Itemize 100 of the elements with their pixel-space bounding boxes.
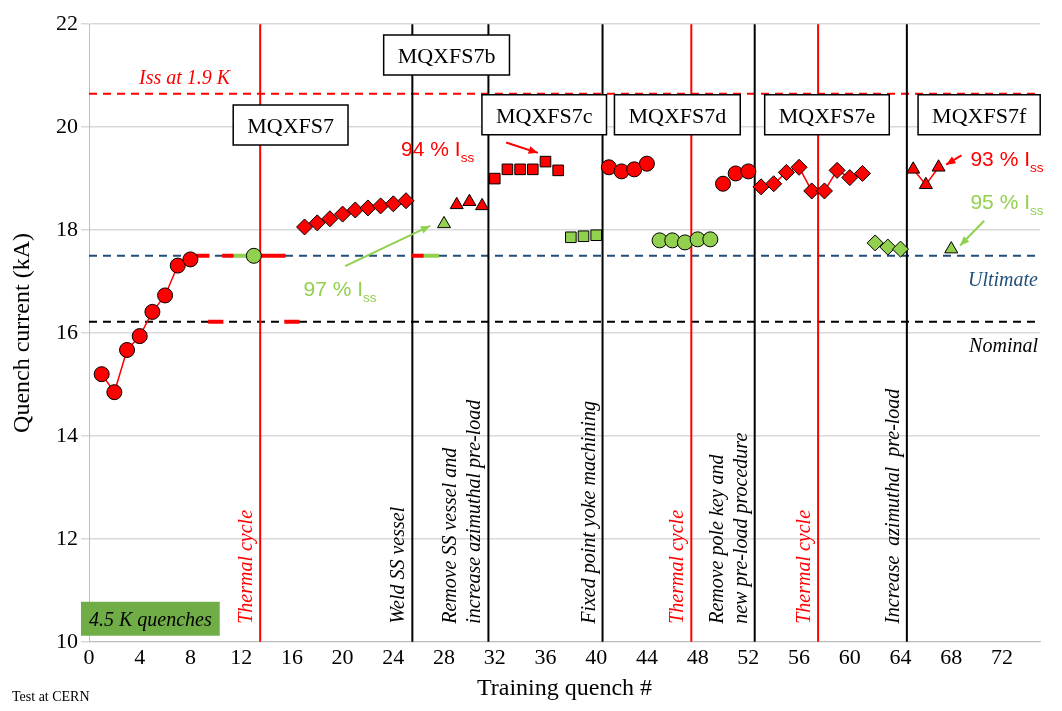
point	[727, 165, 744, 182]
ref-line-label: Ultimate	[968, 267, 1039, 290]
y-tick-label: 14	[56, 421, 78, 447]
point	[384, 195, 402, 213]
point	[715, 175, 731, 192]
annotation: MQXFS7c	[495, 102, 593, 128]
point	[119, 341, 136, 358]
ref-line-label: Weld SS vessel	[386, 506, 409, 624]
y-tick-label: 22	[56, 9, 78, 35]
ref-line-label: Remove pole key and new pre-load procedure	[704, 432, 752, 625]
point	[169, 257, 186, 274]
point	[552, 164, 564, 177]
x-tick-label: 16	[280, 643, 303, 669]
point	[372, 197, 390, 215]
x-tick-label: 8	[184, 643, 196, 669]
point	[397, 192, 415, 210]
y-tick-label: 16	[56, 318, 78, 344]
annotation: MQXFS7e	[778, 102, 876, 128]
point	[815, 182, 833, 200]
point	[590, 229, 602, 242]
text: Test at CERN	[12, 689, 90, 704]
point	[334, 205, 352, 223]
point	[740, 163, 757, 180]
annotation: MQXFS7	[247, 113, 335, 139]
point	[765, 175, 783, 193]
point	[944, 241, 959, 254]
point	[106, 384, 123, 401]
ref-line-label: Iss at 1.9 K	[138, 65, 232, 88]
point	[462, 193, 477, 207]
point	[918, 176, 933, 190]
point	[488, 172, 501, 185]
point	[803, 182, 821, 200]
y-tick-label: 20	[56, 112, 78, 138]
point	[539, 155, 552, 168]
x-tick-label: 32	[483, 643, 506, 669]
point	[828, 161, 846, 179]
point	[308, 214, 326, 232]
x-tick-label: 28	[433, 643, 456, 669]
point	[359, 199, 377, 217]
point	[702, 231, 719, 248]
point	[790, 158, 808, 176]
point	[600, 159, 617, 176]
annotation: MQXFS7b	[397, 43, 496, 69]
ref-line-label: Increase azimuthal pre-load	[880, 387, 904, 625]
point	[866, 234, 884, 252]
x-axis-title: Training quench #	[476, 673, 653, 700]
point	[501, 163, 514, 176]
point	[157, 287, 174, 304]
x-tick-label: 56	[788, 643, 811, 669]
point	[777, 163, 795, 181]
y-tick-label: 10	[56, 627, 78, 653]
point	[93, 366, 110, 383]
x-tick-label: 72	[990, 643, 1013, 669]
point	[527, 163, 539, 176]
point	[514, 163, 526, 176]
point	[245, 247, 262, 264]
annotation: 4.5 K quenches	[89, 607, 212, 631]
x-tick-label: 44	[635, 643, 658, 669]
point	[182, 251, 199, 268]
x-tick-label: 4	[134, 643, 146, 669]
point	[676, 234, 693, 251]
point	[437, 215, 452, 229]
ref-line-label: Fixed point yoke machining	[576, 401, 600, 625]
point	[449, 196, 464, 210]
point	[144, 303, 161, 320]
point	[475, 197, 490, 211]
ref-line-label: Thermal cycle	[665, 509, 689, 624]
ref-line-label: Nominal	[968, 333, 1039, 356]
point	[613, 163, 630, 180]
x-tick-label: 36	[534, 643, 557, 669]
point	[638, 155, 655, 172]
y-tick-label: 12	[56, 524, 78, 550]
x-tick-label: 20	[331, 643, 354, 669]
x-tick-label: 64	[889, 643, 912, 669]
point	[626, 161, 643, 178]
y-axis-title: Quench current (kA)	[7, 233, 34, 433]
point	[879, 238, 897, 256]
point	[853, 164, 871, 182]
x-tick-label: 68	[940, 643, 963, 669]
point	[577, 230, 590, 243]
x-tick-label: 52	[737, 643, 760, 669]
annotation: MQXFS7f	[932, 102, 1027, 128]
annotation: MQXFS7d	[628, 102, 727, 128]
point	[841, 169, 859, 187]
point	[321, 210, 339, 228]
point	[565, 231, 577, 244]
x-tick-label: 60	[838, 643, 861, 669]
x-tick-label: 24	[382, 643, 405, 669]
point	[296, 218, 314, 236]
ref-line-label: Thermal cycle	[234, 509, 258, 624]
x-tick-label: 12	[230, 643, 253, 669]
x-tick-label: 0	[83, 643, 95, 669]
point	[931, 159, 946, 172]
x-tick-label: 40	[585, 643, 608, 669]
point	[752, 178, 770, 196]
point	[892, 240, 910, 258]
point	[131, 328, 148, 345]
ref-line-label: Thermal cycle	[792, 509, 816, 624]
point	[906, 161, 921, 174]
point	[346, 201, 364, 219]
